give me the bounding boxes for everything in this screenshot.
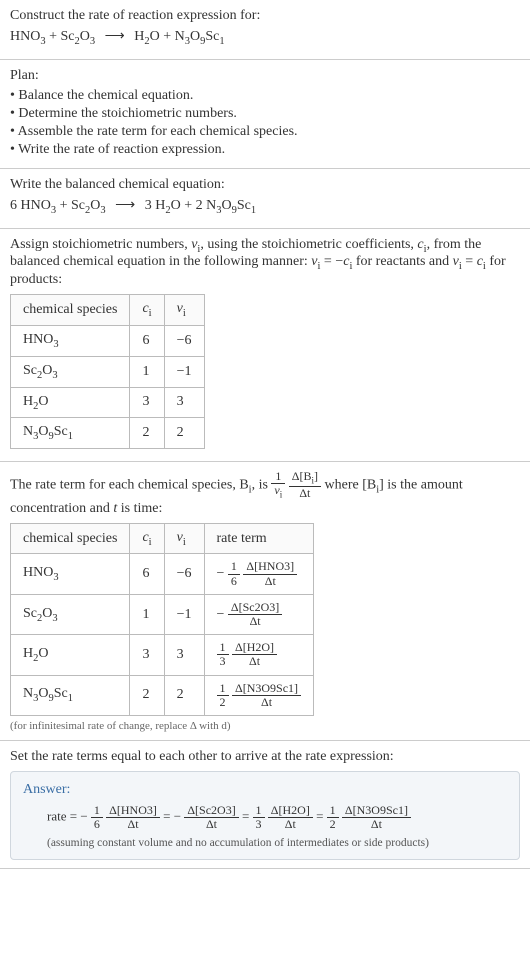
table-row: HNO3 6 −6 − 16 Δ[HNO3]Δt bbox=[11, 554, 314, 594]
col-species: chemical species bbox=[11, 523, 130, 554]
cell-ci: 2 bbox=[130, 675, 164, 715]
table-header-row: chemical species ci νi rate term bbox=[11, 523, 314, 554]
table-row: Sc2O3 1 −1 − Δ[Sc2O3]Δt bbox=[11, 594, 314, 634]
plan-title: Plan: bbox=[10, 68, 520, 84]
table-row: H2O 3 3 13 Δ[H2O]Δt bbox=[11, 635, 314, 675]
sp-sc2o3: Sc2O3 bbox=[71, 198, 106, 213]
col-ci: ci bbox=[130, 295, 164, 326]
sp-n3o9sc1: N3O9Sc1 bbox=[206, 198, 256, 213]
stoich-table: chemical species ci νi HNO3 6 −6 Sc2O3 1… bbox=[10, 294, 205, 449]
cell-species: H2O bbox=[11, 387, 130, 418]
answer-equation: rate = − 16 Δ[HNO3]Δt = − Δ[Sc2O3]Δt = 1… bbox=[23, 804, 507, 831]
table-row: N3O9Sc1 2 2 bbox=[11, 418, 205, 449]
cell-nui: 3 bbox=[164, 387, 204, 418]
cell-rate-term: 12 Δ[N3O9Sc1]Δt bbox=[204, 675, 314, 715]
balanced-equation: 6 HNO3 + Sc2O3 ⟶ 3 H2O + 2 N3O9Sc1 bbox=[10, 197, 520, 216]
col-rate-term: rate term bbox=[204, 523, 314, 554]
col-ci: ci bbox=[130, 523, 164, 554]
sp-hno3: HNO3 bbox=[21, 198, 57, 213]
cell-nui: 2 bbox=[164, 418, 204, 449]
answer-label: Answer: bbox=[23, 782, 507, 798]
frac-1-nui: 1νi bbox=[271, 470, 285, 500]
sp-sc2o3: Sc2O3 bbox=[61, 29, 96, 44]
cell-ci: 3 bbox=[130, 635, 164, 675]
section-plan: Plan: Balance the chemical equation. Det… bbox=[0, 60, 530, 169]
col-species: chemical species bbox=[11, 295, 130, 326]
table-row: Sc2O3 1 −1 bbox=[11, 356, 205, 387]
col-nui: νi bbox=[164, 523, 204, 554]
section-balanced: Write the balanced chemical equation: 6 … bbox=[0, 169, 530, 229]
stoich-para: Assign stoichiometric numbers, νi, using… bbox=[10, 237, 520, 289]
plan-list: Balance the chemical equation. Determine… bbox=[10, 88, 520, 158]
infinitesimal-note: (for infinitesimal rate of change, repla… bbox=[10, 720, 520, 732]
answer-note: (assuming constant volume and no accumul… bbox=[23, 837, 507, 849]
table-row: N3O9Sc1 2 2 12 Δ[N3O9Sc1]Δt bbox=[11, 675, 314, 715]
cell-species: HNO3 bbox=[11, 325, 130, 356]
cell-nui: 2 bbox=[164, 675, 204, 715]
cell-nui: −6 bbox=[164, 325, 204, 356]
sp-n3o9sc1: N3O9Sc1 bbox=[175, 29, 225, 44]
sp-hno3: HNO3 bbox=[10, 29, 46, 44]
cell-species: Sc2O3 bbox=[11, 356, 130, 387]
arrow-icon: ⟶ bbox=[115, 198, 135, 213]
cell-nui: −1 bbox=[164, 594, 204, 634]
balanced-title: Write the balanced chemical equation: bbox=[10, 177, 520, 193]
unbalanced-equation: HNO3 + Sc2O3 ⟶ H2O + N3O9Sc1 bbox=[10, 28, 520, 47]
cell-ci: 1 bbox=[130, 594, 164, 634]
arrow-icon: ⟶ bbox=[105, 29, 125, 44]
table-row: HNO3 6 −6 bbox=[11, 325, 205, 356]
rate-term-para: The rate term for each chemical species,… bbox=[10, 470, 520, 516]
cell-ci: 6 bbox=[130, 554, 164, 594]
frac-dbi-dt: Δ[Bi]Δt bbox=[289, 470, 321, 500]
cell-species: HNO3 bbox=[11, 554, 130, 594]
section-rate-expression: Set the rate terms equal to each other t… bbox=[0, 741, 530, 869]
cell-rate-term: − 16 Δ[HNO3]Δt bbox=[204, 554, 314, 594]
table-row: H2O 3 3 bbox=[11, 387, 205, 418]
section-stoich-numbers: Assign stoichiometric numbers, νi, using… bbox=[0, 229, 530, 463]
answer-box: Answer: rate = − 16 Δ[HNO3]Δt = − Δ[Sc2O… bbox=[10, 771, 520, 860]
cell-rate-term: 13 Δ[H2O]Δt bbox=[204, 635, 314, 675]
plan-item: Assemble the rate term for each chemical… bbox=[10, 124, 520, 140]
section-construct: Construct the rate of reaction expressio… bbox=[0, 0, 530, 60]
rate-expr-title: Set the rate terms equal to each other t… bbox=[10, 749, 520, 765]
construct-title: Construct the rate of reaction expressio… bbox=[10, 8, 520, 24]
cell-ci: 1 bbox=[130, 356, 164, 387]
table-header-row: chemical species ci νi bbox=[11, 295, 205, 326]
col-nui: νi bbox=[164, 295, 204, 326]
sp-h2o: H2O bbox=[155, 198, 181, 213]
cell-species: H2O bbox=[11, 635, 130, 675]
cell-species: N3O9Sc1 bbox=[11, 675, 130, 715]
cell-ci: 3 bbox=[130, 387, 164, 418]
cell-ci: 6 bbox=[130, 325, 164, 356]
rate-term-table: chemical species ci νi rate term HNO3 6 … bbox=[10, 523, 314, 716]
section-rate-term: The rate term for each chemical species,… bbox=[0, 462, 530, 741]
sp-h2o: H2O bbox=[134, 29, 160, 44]
cell-nui: 3 bbox=[164, 635, 204, 675]
cell-species: N3O9Sc1 bbox=[11, 418, 130, 449]
cell-ci: 2 bbox=[130, 418, 164, 449]
plan-item: Balance the chemical equation. bbox=[10, 88, 520, 104]
cell-nui: −6 bbox=[164, 554, 204, 594]
cell-nui: −1 bbox=[164, 356, 204, 387]
plan-item: Determine the stoichiometric numbers. bbox=[10, 106, 520, 122]
plan-item: Write the rate of reaction expression. bbox=[10, 142, 520, 158]
cell-species: Sc2O3 bbox=[11, 594, 130, 634]
cell-rate-term: − Δ[Sc2O3]Δt bbox=[204, 594, 314, 634]
